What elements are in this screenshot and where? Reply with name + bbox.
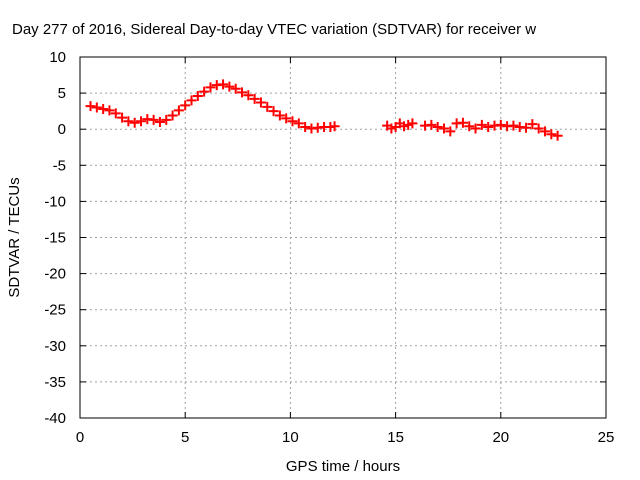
data-point [470,123,481,134]
data-point [262,101,273,112]
data-point [539,126,550,137]
y-tick-label: 5 [58,85,66,102]
x-axis-label: GPS time / hours [286,458,400,475]
y-tick-label: -35 [44,374,66,391]
data-point [110,108,121,119]
data-point [533,123,544,134]
data-point [552,130,563,141]
data-point [546,129,557,140]
data-point [508,120,519,131]
data-point [154,116,165,127]
data-point [192,90,203,101]
x-tick-label: 25 [598,429,615,446]
data-point [521,122,532,133]
y-tick-label: -15 [44,230,66,247]
y-tick-label: -30 [44,338,66,355]
data-point [243,90,254,101]
y-tick-label: -20 [44,266,66,283]
data-point [91,102,102,113]
x-tick-label: 15 [387,429,404,446]
data-point [237,87,248,98]
data-point [218,79,229,90]
data-point [293,118,304,129]
y-axis-label: SDTVAR / TECUs [6,177,23,297]
y-tick-label: -25 [44,302,66,319]
data-point [199,86,210,97]
data-point [287,116,298,127]
data-point [329,121,340,132]
y-tick-label: -40 [44,410,66,427]
data-point [167,110,178,121]
x-tick-label: 5 [181,429,189,446]
data-point [249,93,260,104]
data-point [117,112,128,123]
data-point [205,82,216,93]
data-point [432,122,443,133]
data-point [123,116,134,127]
x-tick-label: 0 [76,429,84,446]
grid-lines [80,57,606,418]
data-point [180,100,191,111]
data-point [230,83,241,94]
data-point [407,118,418,129]
y-tick-labels: 10 5 0 -5 -10 -15 -20 -25 -30 -35 -40 [44,49,66,427]
data-point [148,114,159,125]
data-point [129,117,140,128]
data-point [186,95,197,106]
data-point [104,105,115,116]
data-point [527,119,538,130]
data-point [173,105,184,116]
y-tick-label: -5 [53,157,66,174]
data-point [483,122,494,133]
data-point [98,103,109,114]
data-point [445,126,456,137]
data-point [464,121,475,132]
x-tick-labels: 0 5 10 15 20 25 [76,429,615,446]
data-point [85,101,96,112]
data-point [255,97,266,108]
data-point [495,119,506,130]
x-tick-label: 10 [282,429,299,446]
data-point [161,114,172,125]
data-point [281,113,292,124]
plot-border [79,56,607,419]
data-point [426,119,437,130]
y-tick-label: 10 [49,49,66,66]
data-point [300,122,311,133]
data-point [274,110,285,121]
chart-title: Day 277 of 2016, Sidereal Day-to-day VTE… [12,21,536,38]
x-tick-label: 20 [492,429,509,446]
data-point [476,119,487,130]
data-point [136,116,147,127]
data-point [224,81,235,92]
data-point [457,117,468,128]
data-point [438,123,449,134]
y-tick-label: 0 [58,121,66,138]
data-point [268,106,279,117]
y-tick-label: -10 [44,193,66,210]
data-points [85,79,563,141]
